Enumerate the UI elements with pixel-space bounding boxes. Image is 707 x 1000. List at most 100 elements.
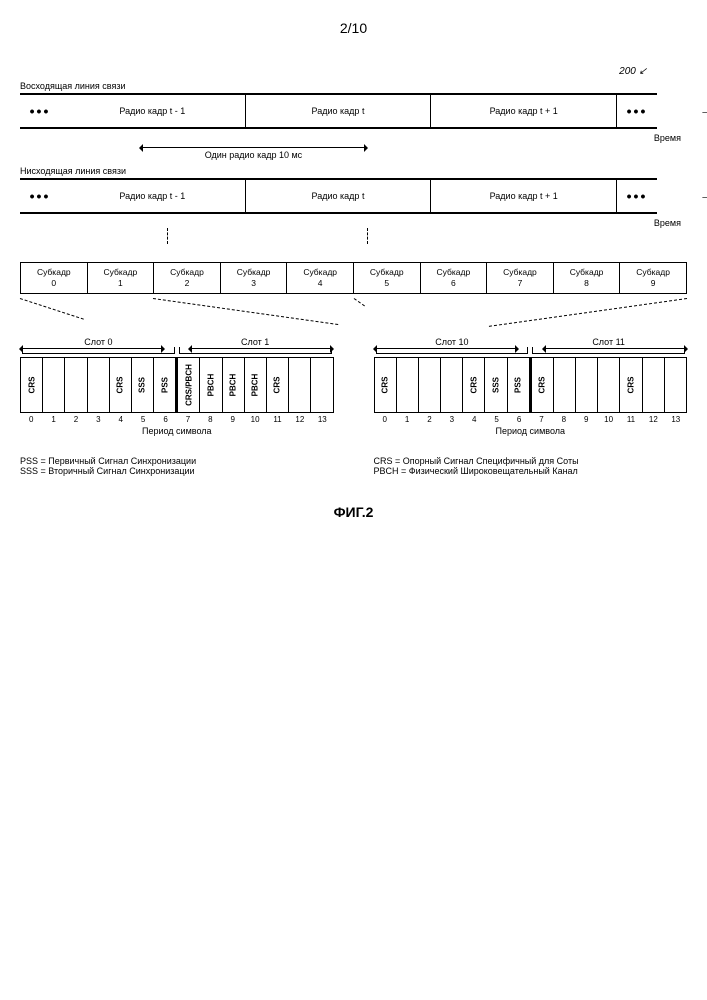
subframe-cell: Субкадр1	[88, 263, 155, 293]
symbol-cell: SSS	[132, 358, 154, 412]
frame-structure-diagram: 200 ↙ Восходящая линия связи ••• Радио к…	[20, 66, 687, 520]
legend-crs: CRS = Опорный Сигнал Специфичный для Сот…	[374, 456, 688, 466]
symbol-index: 3	[87, 415, 109, 424]
symbol-cell: CRS	[267, 358, 289, 412]
uplink-frames: ••• Радио кадр t - 1 Радио кадр t Радио …	[20, 93, 687, 129]
symbol-cell	[311, 358, 332, 412]
symbol-label: PSS	[160, 377, 169, 393]
symbol-index: 12	[642, 415, 664, 424]
subframe-cell: Субкадр7	[487, 263, 554, 293]
uplink-label: Восходящая линия связи	[20, 81, 687, 91]
downlink-frames: ••• Радио кадр t - 1 Радио кадр t Радио …	[20, 178, 687, 214]
symbol-cell	[397, 358, 419, 412]
symbol-label: CRS/PBCH	[184, 364, 193, 406]
symbol-label: PBCH	[229, 374, 238, 397]
symbol-index: 13	[665, 415, 687, 424]
symbol-index: 9	[222, 415, 244, 424]
subframe-cell: Субкадр2	[154, 263, 221, 293]
legend-pbch: PBCH = Физический Широковещательный Кана…	[374, 466, 688, 476]
symbol-indices-left: 012345678910111213	[20, 415, 334, 424]
symbol-cell: CRS	[21, 358, 43, 412]
symbol-cell	[554, 358, 576, 412]
symbol-index: 0	[20, 415, 42, 424]
downlink-label: Нисходящая линия связи	[20, 166, 687, 176]
symbol-index: 11	[266, 415, 288, 424]
symbol-cell: CRS	[620, 358, 642, 412]
symbol-index: 2	[65, 415, 87, 424]
uplink-frame-prev: Радио кадр t - 1	[60, 95, 246, 127]
symbol-index: 4	[110, 415, 132, 424]
slot-label: Слот 10	[374, 337, 531, 347]
symbol-index: 1	[42, 415, 64, 424]
symbol-index: 5	[132, 415, 154, 424]
symbol-index: 1	[396, 415, 418, 424]
symbol-cell	[419, 358, 441, 412]
symbol-index: 8	[199, 415, 221, 424]
symbol-cell	[43, 358, 65, 412]
symbol-index: 6	[154, 415, 176, 424]
slot-label: Слот 0	[20, 337, 177, 347]
time-arrow-icon: →	[699, 187, 707, 205]
page-number: 2/10	[20, 20, 687, 36]
symbol-index: 10	[597, 415, 619, 424]
symbol-index: 7	[530, 415, 552, 424]
symbol-cell	[598, 358, 620, 412]
symbol-cell: CRS	[375, 358, 397, 412]
symbol-period-label: Период символа	[374, 426, 688, 436]
symbol-cell: SSS	[485, 358, 507, 412]
symbol-cell	[88, 358, 110, 412]
symbol-label: SSS	[491, 377, 500, 393]
subframe-cell: Субкадр6	[421, 263, 488, 293]
downlink-frame-cur: Радио кадр t	[246, 180, 432, 212]
subframe-cell: Субкадр3	[221, 263, 288, 293]
symbol-label: CRS	[381, 377, 390, 394]
symbol-label: CRS	[469, 377, 478, 394]
dots-left: •••	[20, 180, 60, 212]
uplink-frame-next: Радио кадр t + 1	[431, 95, 617, 127]
symbol-cell: CRS	[530, 358, 554, 412]
subframe-cell: Субкадр8	[554, 263, 621, 293]
symbol-cell	[576, 358, 598, 412]
symbol-cell: PBCH	[223, 358, 245, 412]
symbol-index: 5	[485, 415, 507, 424]
symbol-index: 3	[441, 415, 463, 424]
symbol-indices-right: 012345678910111213	[374, 415, 688, 424]
dots-right: •••	[617, 95, 657, 127]
legend-pss: PSS = Первичный Сигнал Синхронизации	[20, 456, 334, 466]
symbol-index: 8	[553, 415, 575, 424]
slot-label: Слот 11	[530, 337, 687, 347]
slot-group-0: Слот 0 Слот 1 CRSCRSSSSPSSCRS/PBCHPBCHPB…	[20, 344, 334, 436]
symbol-cell	[289, 358, 311, 412]
symbol-index: 2	[418, 415, 440, 424]
symbol-cell: PSS	[508, 358, 530, 412]
reference-callout: 200 ↙	[20, 66, 687, 77]
symbol-row-right: CRS CRS SSS PSS CRS CRS	[374, 357, 688, 413]
subframe-cell: Субкадр0	[21, 263, 88, 293]
symbol-label: CRS	[273, 377, 282, 394]
symbol-cell: PBCH	[245, 358, 267, 412]
symbol-cell	[65, 358, 87, 412]
symbol-cell: PSS	[154, 358, 176, 412]
slots-wrap: Слот 0 Слот 1 CRSCRSSSSPSSCRS/PBCHPBCHPB…	[20, 344, 687, 436]
uplink-frame-cur: Радио кадр t	[246, 95, 432, 127]
symbol-index: 4	[463, 415, 485, 424]
slot-label: Слот 1	[177, 337, 334, 347]
dots-right: •••	[617, 180, 657, 212]
symbol-label: CRS	[27, 377, 36, 394]
symbol-cell: CRS/PBCH	[176, 358, 200, 412]
downlink-frame-prev: Радио кадр t - 1	[60, 180, 246, 212]
symbol-cell: PBCH	[200, 358, 222, 412]
subframe-cell: Субкадр4	[287, 263, 354, 293]
symbol-label: CRS	[116, 377, 125, 394]
symbol-label: CRS	[538, 377, 547, 394]
frame-duration-bracket	[140, 147, 367, 148]
symbol-index: 9	[575, 415, 597, 424]
symbol-label: PBCH	[206, 374, 215, 397]
subframe-cell: Субкадр5	[354, 263, 421, 293]
symbol-index: 11	[620, 415, 642, 424]
uplink-time-label: Время	[20, 133, 687, 143]
time-arrow-icon: →	[699, 102, 707, 120]
slot-group-5: Слот 10 Слот 11 CRSCRSSSSPSSCRSCRS 01234…	[374, 344, 688, 436]
figure-caption: ФИГ.2	[20, 504, 687, 520]
symbol-cell	[643, 358, 665, 412]
